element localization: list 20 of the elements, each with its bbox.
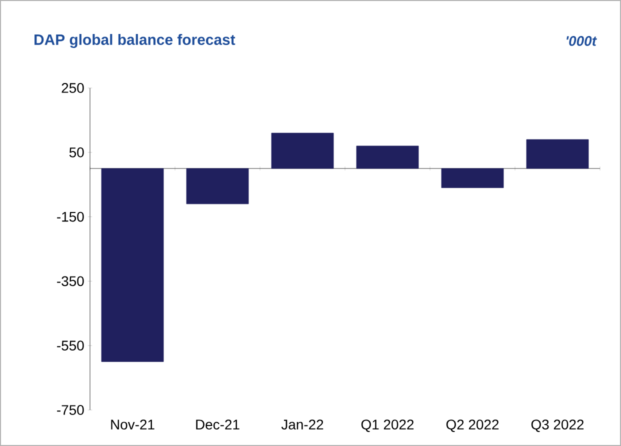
- x-tick-label: Dec-21: [196, 420, 240, 430]
- bar: [271, 132, 334, 169]
- y-tick-label: -550: [57, 340, 84, 351]
- y-tick-label: 250: [62, 83, 84, 93]
- x-tick-label: Nov-21: [111, 420, 154, 430]
- y-tick-label: -150: [57, 212, 84, 222]
- bar: [441, 168, 504, 188]
- y-tick-label: -350: [57, 276, 84, 286]
- x-tick-label: Jan-22: [281, 420, 324, 430]
- y-tick-label: 50: [69, 147, 84, 158]
- x-tick-label: Q3 2022: [531, 420, 584, 432]
- bar: [101, 168, 164, 362]
- y-axis-title: '000t: [566, 36, 597, 46]
- bar: [356, 146, 419, 169]
- y-tick-label: -750: [57, 405, 84, 415]
- x-tick-label: Q2 2022: [446, 420, 499, 432]
- x-tick-label: Q1 2022: [361, 420, 414, 432]
- bar: [526, 139, 589, 169]
- bar: [186, 168, 249, 204]
- chart-title: DAP global balance forecast: [34, 34, 236, 48]
